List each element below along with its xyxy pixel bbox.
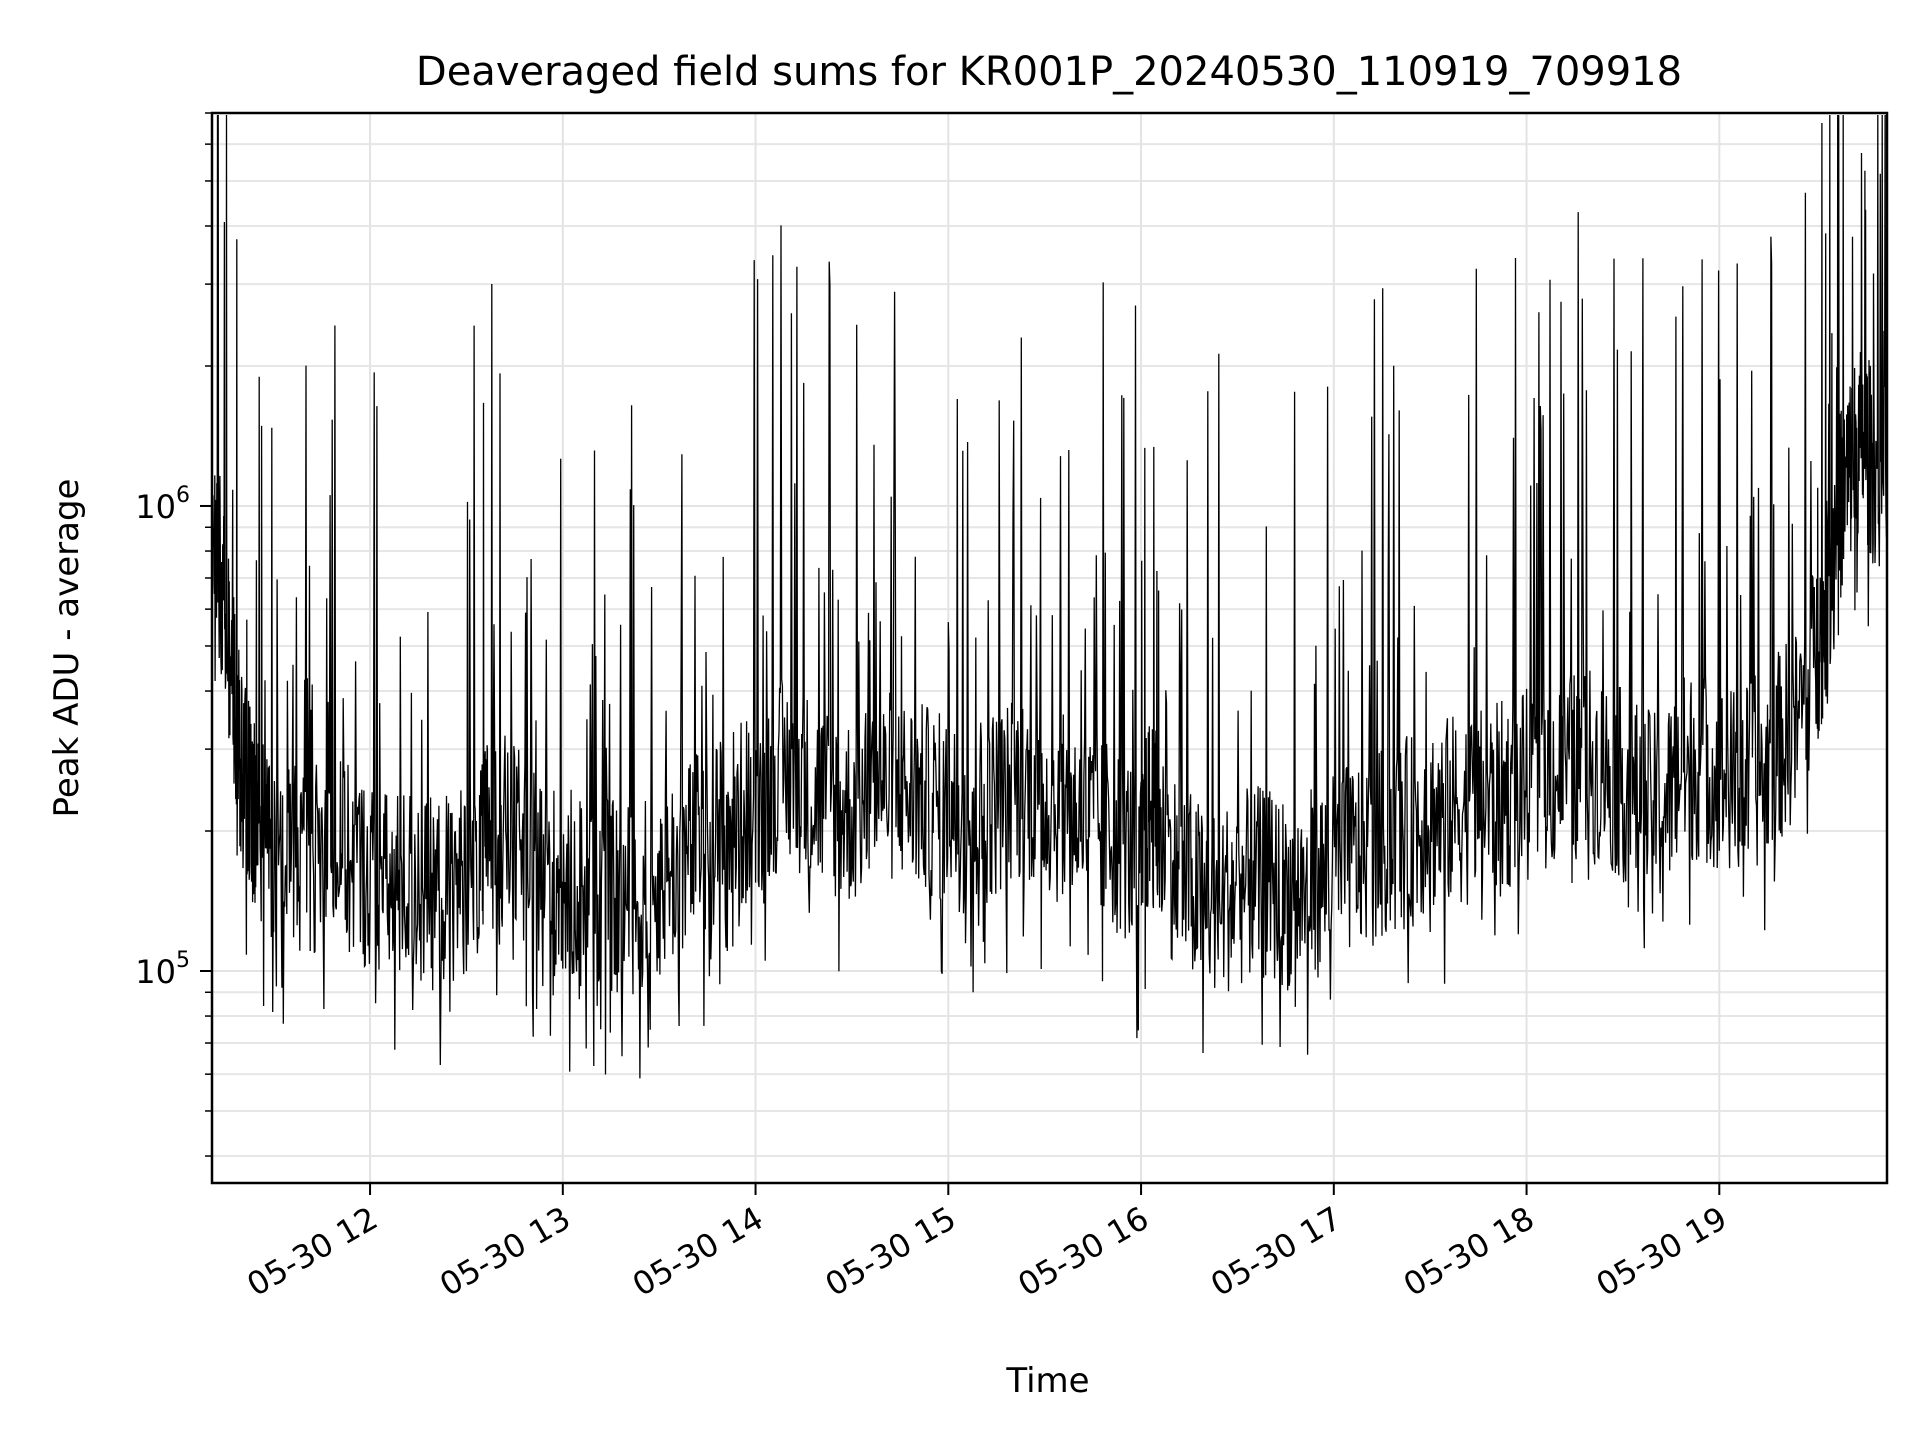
series-line [211, 114, 1888, 1079]
plot-frame [210, 111, 1889, 1185]
y-axis-label: Peak ADU - average [47, 479, 87, 818]
y-tick-label: 105 [135, 948, 190, 991]
chart-title: Deaveraged field sums for KR001P_2024053… [416, 49, 1682, 95]
series-layer [211, 114, 1888, 1079]
y-tick-label: 106 [135, 483, 190, 526]
x-axis-label: Time [1005, 1361, 1089, 1401]
